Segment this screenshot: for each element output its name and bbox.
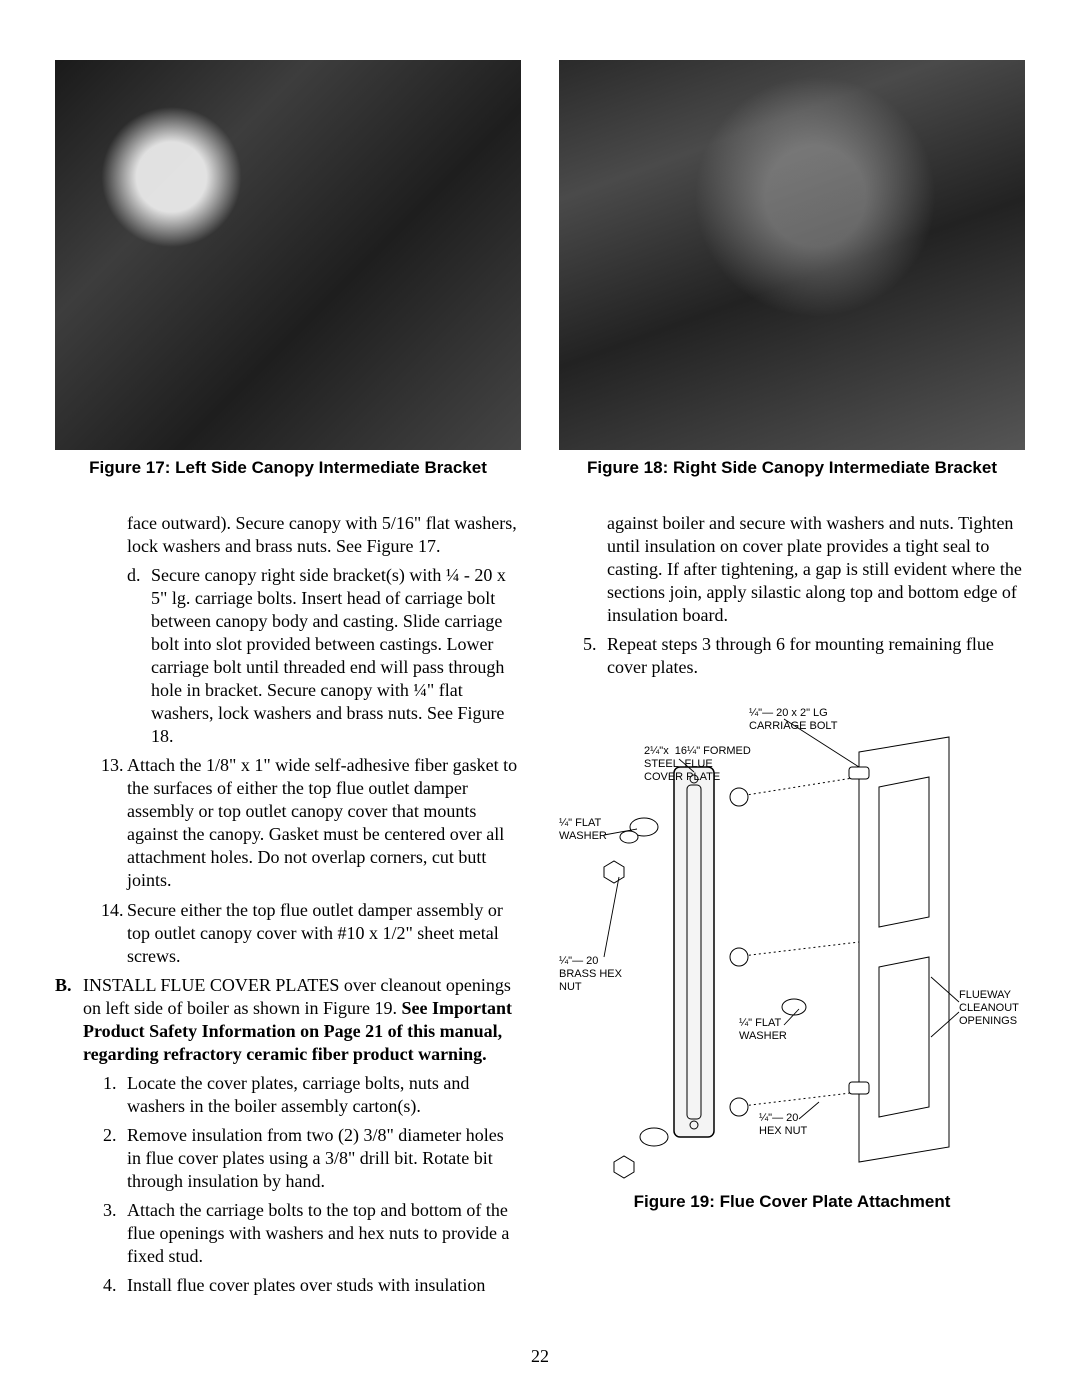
figure-19-svg xyxy=(559,707,1025,1182)
left-column: Figure 17: Left Side Canopy Intermediate… xyxy=(55,60,521,1303)
figure-17-photo xyxy=(55,60,521,450)
figure-17-caption: Figure 17: Left Side Canopy Intermediate… xyxy=(55,458,521,478)
step-B4: 4. Install flue cover plates over studs … xyxy=(55,1274,521,1297)
step-d-marker: d. xyxy=(127,564,151,748)
continuation-para: face outward). Secure canopy with 5/16" … xyxy=(127,512,521,558)
step-B3-text: Attach the carriage bolts to the top and… xyxy=(127,1199,521,1268)
step-B4-text: Install flue cover plates over studs wit… xyxy=(127,1274,521,1297)
right-body: against boiler and secure with washers a… xyxy=(559,512,1025,679)
step-B2-text: Remove insulation from two (2) 3/8" diam… xyxy=(127,1124,521,1193)
step-d: d. Secure canopy right side bracket(s) w… xyxy=(55,564,521,748)
left-body: face outward). Secure canopy with 5/16" … xyxy=(55,512,521,1297)
step-5-text: Repeat steps 3 through 6 for mounting re… xyxy=(607,633,1025,679)
step-B2-marker: 2. xyxy=(103,1124,127,1193)
step-B1-text: Locate the cover plates, carriage bolts,… xyxy=(127,1072,521,1118)
step-B3-marker: 3. xyxy=(103,1199,127,1268)
figure-19-diagram: ¼"— 20 x 2" LG CARRIAGE BOLT 2¼"x 16¼" F… xyxy=(559,707,1025,1182)
step-5: 5. Repeat steps 3 through 6 for mounting… xyxy=(559,633,1025,679)
section-B: B. INSTALL FLUE COVER PLATES over cleano… xyxy=(55,974,521,1066)
step-14: 14. Secure either the top flue outlet da… xyxy=(55,899,521,968)
section-B-marker: B. xyxy=(55,974,83,1066)
two-column-layout: Figure 17: Left Side Canopy Intermediate… xyxy=(55,60,1025,1303)
step-B4-marker: 4. xyxy=(103,1274,127,1297)
step-14-marker: 14. xyxy=(101,899,127,968)
step-13-text: Attach the 1/8" x 1" wide self-adhesive … xyxy=(127,754,521,892)
label-flat-washer-b: ¼" FLAT WASHER xyxy=(739,1017,787,1042)
step-B3: 3. Attach the carriage bolts to the top … xyxy=(55,1199,521,1268)
step-d-text: Secure canopy right side bracket(s) with… xyxy=(151,564,521,748)
step-B2: 2. Remove insulation from two (2) 3/8" d… xyxy=(55,1124,521,1193)
step-13: 13. Attach the 1/8" x 1" wide self-adhes… xyxy=(55,754,521,892)
figure-18-photo xyxy=(559,60,1025,450)
label-carriage-bolt: ¼"— 20 x 2" LG CARRIAGE BOLT xyxy=(749,707,837,732)
step-14-text: Secure either the top flue outlet damper… xyxy=(127,899,521,968)
label-flueway: FLUEWAY CLEANOUT OPENINGS xyxy=(959,989,1019,1027)
page-number: 22 xyxy=(0,1346,1080,1367)
right-column: Figure 18: Right Side Canopy Intermediat… xyxy=(559,60,1025,1303)
label-brass-nut: ¼"— 20 BRASS HEX NUT xyxy=(559,955,622,993)
right-continuation: against boiler and secure with washers a… xyxy=(607,512,1025,627)
label-flat-washer-t: ¼" FLAT WASHER xyxy=(559,817,607,842)
label-cover-plate: 2¼"x 16¼" FORMED STEEL FLUE COVER PLATE xyxy=(644,745,751,783)
step-B1: 1. Locate the cover plates, carriage bol… xyxy=(55,1072,521,1118)
step-13-marker: 13. xyxy=(101,754,127,892)
step-5-marker: 5. xyxy=(583,633,607,679)
figure-18-caption: Figure 18: Right Side Canopy Intermediat… xyxy=(559,458,1025,478)
step-B1-marker: 1. xyxy=(103,1072,127,1118)
section-B-text: INSTALL FLUE COVER PLATES over cleanout … xyxy=(83,974,521,1066)
figure-19-caption: Figure 19: Flue Cover Plate Attachment xyxy=(559,1192,1025,1212)
label-hex-nut: ¼"— 20 HEX NUT xyxy=(759,1112,807,1137)
